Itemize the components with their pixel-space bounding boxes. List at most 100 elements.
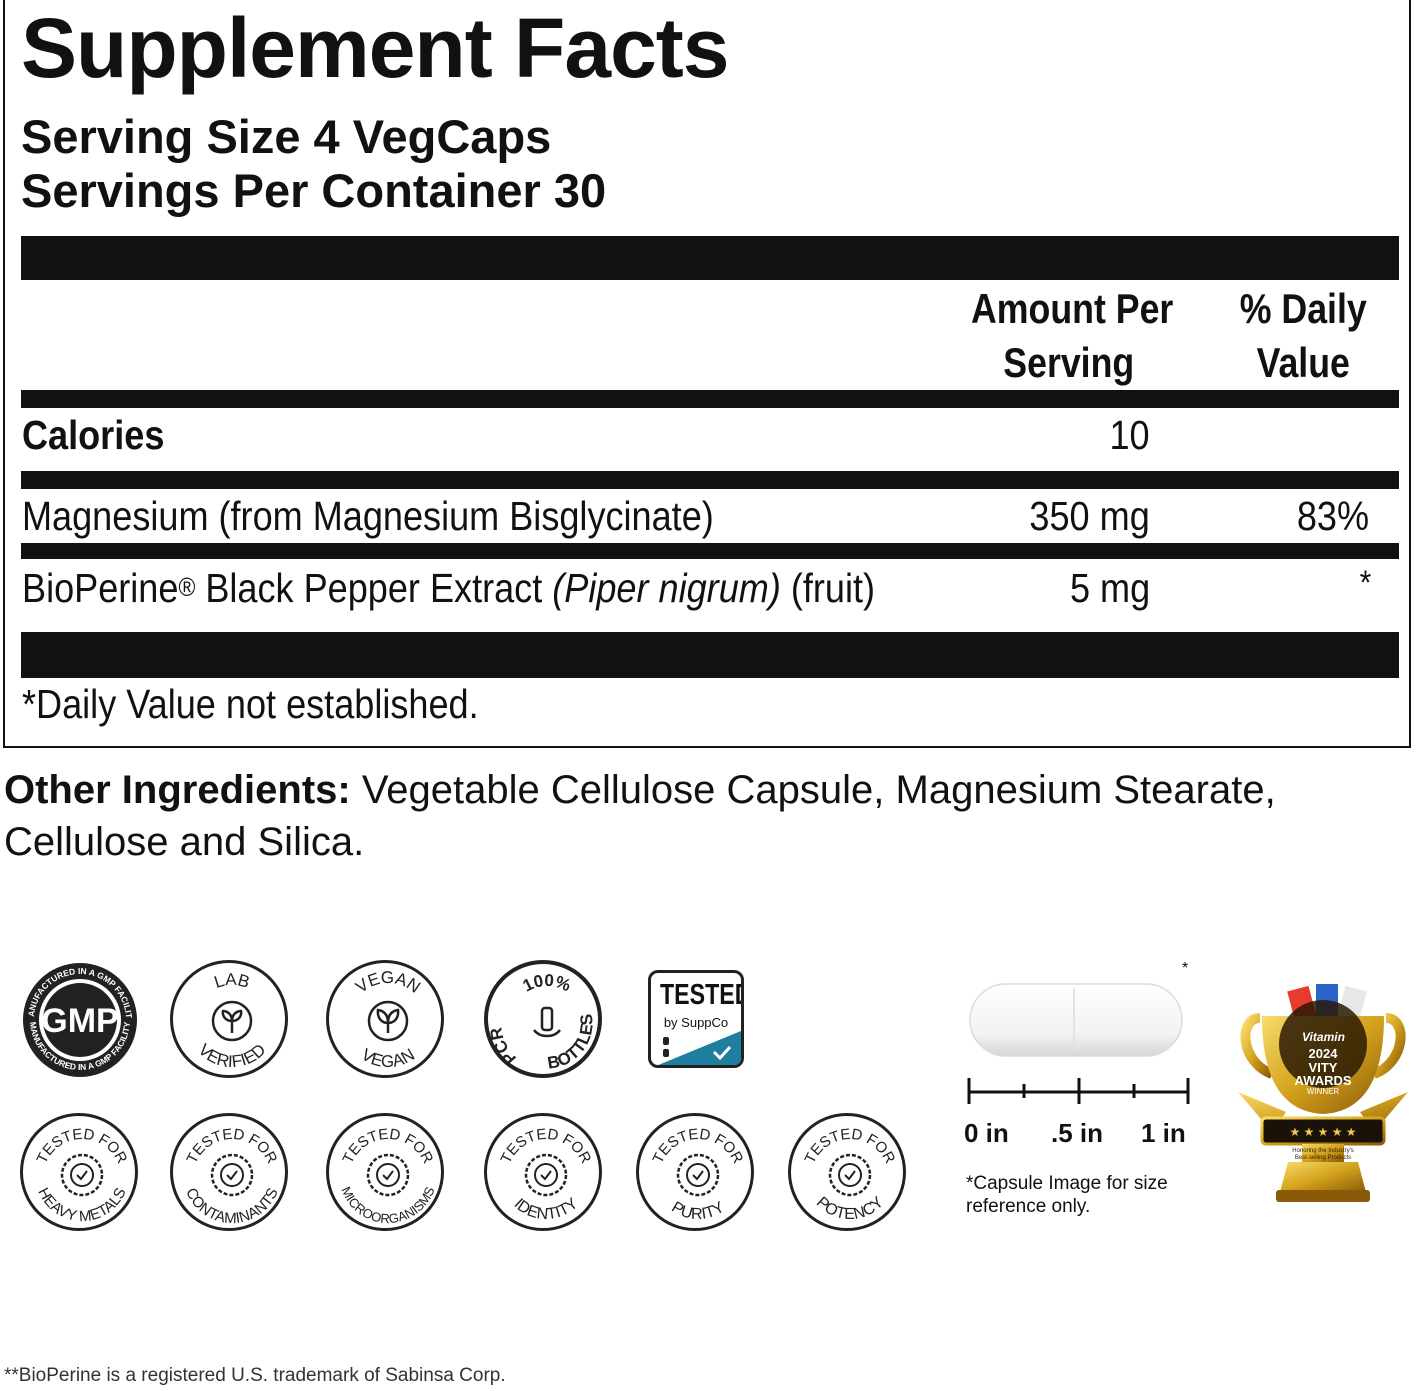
medium-divider (21, 471, 1399, 489)
leaf-icon (367, 1000, 409, 1042)
svg-text:TESTED FOR: TESTED FOR (497, 1126, 594, 1167)
svg-text:★ ★ ★ ★ ★: ★ ★ ★ ★ ★ (1289, 1125, 1356, 1139)
vegan-graphic: VEGAN VEGAN (352, 968, 424, 1071)
facts-title: Supplement Facts (21, 1, 729, 95)
svg-text:IDENTITY: IDENTITY (511, 1195, 582, 1223)
other-ingredients: Other Ingredients: Vegetable Cellulose C… (4, 764, 1414, 868)
pcr-right-text: BOTTLES (546, 1013, 597, 1073)
calories-label: Calories (22, 412, 165, 458)
amount-per-serving-header: Amount Per Serving (971, 282, 1174, 390)
lab-verified-badge: LAB VERIFIED (170, 960, 288, 1078)
ruler-label-1: 1 in (1141, 1118, 1186, 1148)
award-line1: VITY (1308, 1060, 1338, 1075)
tested-graphic: TESTED FOR POTENCY (801, 1126, 898, 1223)
seal-check-icon (676, 1153, 720, 1197)
award-small-text: Honoring the Industry's Best-selling Pro… (1292, 1148, 1354, 1161)
tested-purity-badge: TESTED FOR PURITY (636, 1113, 754, 1231)
tested-bottom-text: PURITY (668, 1199, 727, 1223)
tested-top-text: TESTED FOR (497, 1126, 594, 1167)
capsule-asterisk: * (1182, 960, 1189, 977)
bioperine-dv: * (1359, 564, 1371, 602)
svg-text:TESTED FOR: TESTED FOR (183, 1126, 280, 1167)
vegan-bottom-text: VEGAN (358, 1045, 418, 1071)
medium-divider (21, 390, 1399, 408)
tested-bottom-text: CONTAMINANTS (182, 1185, 282, 1227)
seal-check-icon (828, 1153, 872, 1197)
bioperine-latin-name: (Piper nigrum) (552, 565, 781, 611)
magnesium-dv: 83% (1296, 493, 1369, 539)
tested-bottom-text: MICROORGANISMS (338, 1184, 437, 1226)
tested-graphic: TESTED FOR CONTAMINANTS (182, 1126, 282, 1227)
gmp-badge: GMP MANUFACTURED IN A GMP FACILITY MANUF… (20, 960, 138, 1078)
trademark-footer: **BioPerine is a registered U.S. tradema… (4, 1365, 506, 1386)
tested-graphic: TESTED FOR HEAVY METALS (33, 1126, 130, 1226)
bioperine-label: BioPerine® Black Pepper Extract (Piper n… (22, 568, 875, 609)
tested-microorganisms-badge: TESTED FOR MICROORGANISMS (326, 1113, 444, 1231)
svg-text:TESTED FOR: TESTED FOR (649, 1126, 746, 1167)
dv-header-line1: % Daily (1239, 285, 1367, 332)
svg-text:POTENCY: POTENCY (813, 1194, 887, 1223)
tested-bottom-text: HEAVY METALS (34, 1185, 129, 1225)
tested-graphic: TESTED FOR PURITY (649, 1126, 746, 1223)
servings-per-container: Servings Per Container 30 (21, 164, 607, 217)
gmp-text: GMP (41, 1002, 118, 1040)
svg-text:100%: 100% (520, 971, 574, 996)
svg-text:HEAVY METALS: HEAVY METALS (34, 1185, 129, 1225)
pcr-graphic: 100% PCR BOTTLES (488, 971, 597, 1073)
tested-bottom-text: IDENTITY (511, 1195, 582, 1223)
footnote: *Daily Value not established. (22, 681, 479, 727)
seal-check-icon (366, 1153, 410, 1197)
dv-header-line2: Value (1256, 339, 1350, 386)
pcr-left-text: PCR (488, 1026, 520, 1068)
check-icon (658, 1031, 741, 1065)
capsule-image (967, 983, 1190, 1104)
tested-top-text: TESTED FOR (801, 1126, 898, 1167)
magnesium-label: Magnesium (from Magnesium Bisglycinate) (22, 493, 714, 539)
seal-check-icon (210, 1153, 254, 1197)
lab-top-text: LAB (212, 970, 252, 992)
other-ingredients-text: Vegetable Cellulose Capsule, Magnesium S… (4, 768, 1276, 864)
tested-contaminants-badge: TESTED FOR CONTAMINANTS (170, 1113, 288, 1231)
svg-text:TESTED FOR: TESTED FOR (339, 1126, 436, 1167)
trophy-icon: ★ ★ ★ ★ ★ (1238, 984, 1408, 1202)
tested-identity-badge: TESTED FOR IDENTITY (484, 1113, 602, 1231)
vegan-top-text: VEGAN (352, 968, 424, 997)
medium-divider (21, 543, 1399, 559)
other-ingredients-label: Other Ingredients: (4, 768, 351, 812)
gmp-seal-icon: GMP MANUFACTURED IN A GMP FACILITY MANUF… (20, 960, 137, 1077)
ruler (967, 1078, 1190, 1104)
suppco-tested-text: TESTED (660, 979, 744, 1011)
svg-text:MICROORGANISMS: MICROORGANISMS (338, 1184, 437, 1226)
svg-text:PURITY: PURITY (668, 1199, 727, 1223)
ruler-label-half: .5 in (1051, 1118, 1104, 1148)
supplement-facts-panel: Supplement Facts Serving Size 4 VegCaps … (3, 0, 1411, 748)
tested-top-text: TESTED FOR (339, 1126, 436, 1167)
lab-bottom-text: VERIFIED (195, 1040, 270, 1071)
tested-bottom-text: POTENCY (813, 1194, 887, 1223)
award-brand: Vitamin (1302, 1030, 1345, 1044)
tested-top-text: TESTED FOR (33, 1126, 130, 1167)
capsule-note: *Capsule Image for size reference only. (966, 1173, 1168, 1217)
tested-graphic: TESTED FOR MICROORGANISMS (338, 1126, 437, 1226)
thick-divider (21, 632, 1399, 678)
amount-header-line2: Serving (1003, 339, 1135, 386)
bioperine-name-mid: Black Pepper Extract (195, 565, 553, 611)
seal-check-icon (60, 1153, 104, 1197)
svg-text:CONTAMINANTS: CONTAMINANTS (182, 1185, 282, 1227)
thick-divider (21, 236, 1399, 280)
bioperine-amount: 5 mg (1069, 565, 1150, 611)
serving-size: Serving Size 4 VegCaps (21, 110, 552, 163)
svg-text:VERIFIED: VERIFIED (195, 1040, 270, 1071)
tested-top-text: TESTED FOR (183, 1126, 280, 1167)
tested-heavy-metals-badge: TESTED FOR HEAVY METALS (20, 1113, 138, 1231)
bioperine-name: BioPerine (22, 565, 179, 611)
vegan-badge: VEGAN VEGAN (326, 960, 444, 1078)
svg-text:TESTED FOR: TESTED FOR (801, 1126, 898, 1167)
bioperine-part: (fruit) (780, 565, 876, 611)
sprout-icon (211, 1000, 253, 1042)
svg-text:PCR: PCR (488, 1026, 520, 1068)
amount-header-line1: Amount Per (971, 285, 1174, 332)
svg-text:BOTTLES: BOTTLES (546, 1013, 597, 1073)
daily-value-header: % Daily Value (1231, 282, 1376, 390)
bottle-hand-icon (533, 1006, 561, 1038)
